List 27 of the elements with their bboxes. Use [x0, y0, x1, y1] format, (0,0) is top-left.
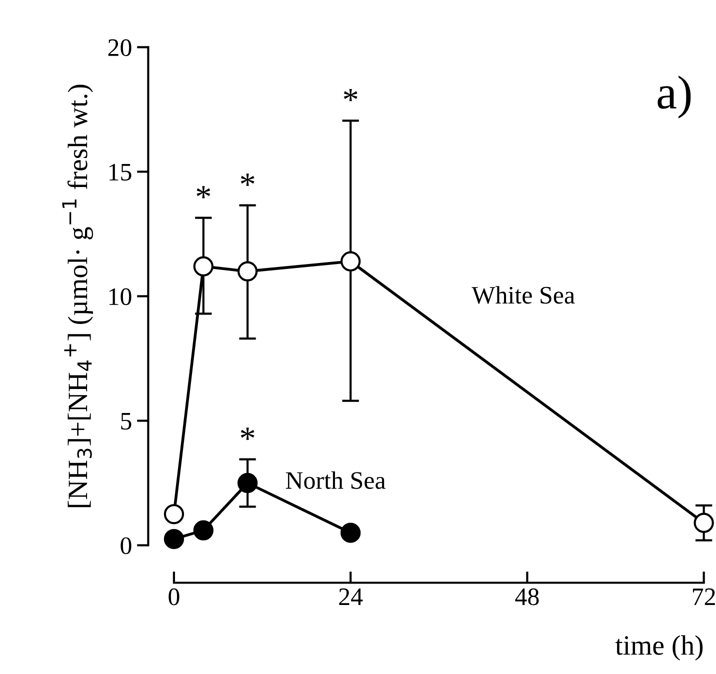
annotation: * [240, 428, 254, 440]
point [164, 504, 184, 524]
x-tick-label: 0 [168, 588, 180, 606]
point [237, 472, 258, 494]
series-label: White Sea [472, 286, 575, 304]
y-tick-label: 20 [108, 39, 132, 56]
series-label: North Sea [286, 471, 386, 489]
y-tick-label: 0 [120, 537, 132, 554]
point [340, 522, 361, 543]
y-tick-label: 15 [109, 164, 132, 181]
annotation: * [344, 88, 358, 102]
point [340, 251, 361, 272]
annotation: a) [658, 76, 691, 118]
annotation: * [240, 174, 254, 186]
point [193, 256, 214, 276]
point [193, 520, 214, 540]
y-tick-label: 5 [121, 413, 132, 430]
point [237, 261, 258, 282]
point [164, 528, 184, 550]
x-axis-title: time (h) [615, 635, 703, 660]
y-axis-title: [NH$_{3}$]+[NH$_{4}$$^{+}$] (µmol· g$^{−1}$ fresh wt.) [62, 84, 94, 508]
point [694, 512, 714, 533]
y-tick-label: 10 [109, 288, 132, 306]
annotation: * [196, 186, 210, 198]
x-tick-label: 72 [692, 588, 715, 605]
x-tick-label: 48 [515, 588, 539, 606]
x-tick-label: 24 [339, 588, 363, 605]
